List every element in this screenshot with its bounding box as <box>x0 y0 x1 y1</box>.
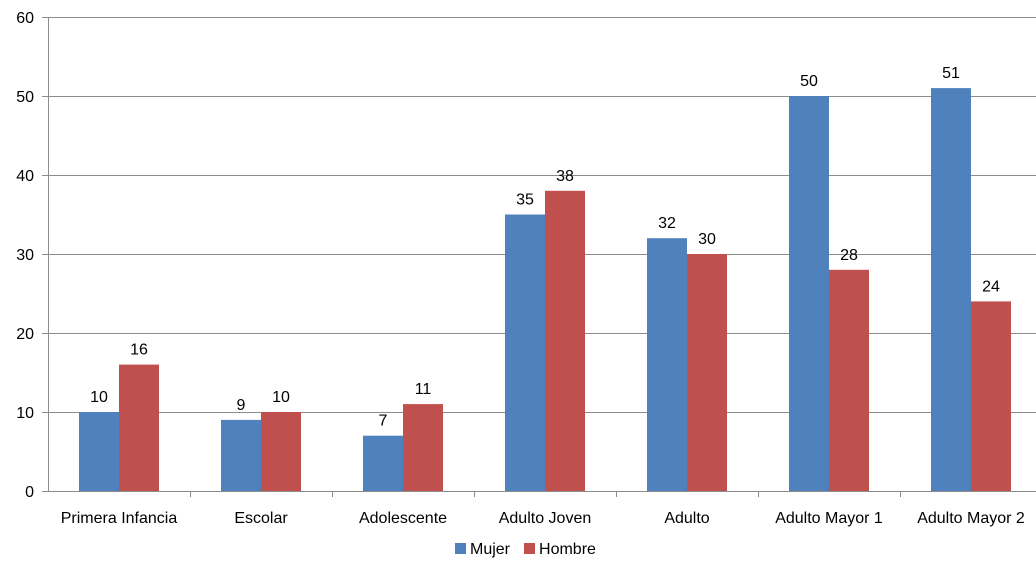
bar-mujer-2 <box>363 435 403 491</box>
axes <box>42 17 1036 497</box>
data-label-mujer-4: 32 <box>658 215 676 232</box>
bar-hombre-6 <box>971 301 1011 491</box>
data-label-mujer-0: 10 <box>90 389 108 406</box>
legend-label-hombre: Hombre <box>539 541 596 558</box>
data-label-hombre-3: 38 <box>556 168 574 185</box>
bar-mujer-5 <box>789 96 829 491</box>
data-label-mujer-5: 50 <box>800 73 818 90</box>
y-tick-label-30: 30 <box>16 247 34 264</box>
bar-mujer-1 <box>221 419 261 491</box>
data-label-hombre-4: 30 <box>698 231 716 248</box>
labels: 0 10 20 30 40 50 60 10 16 Primera Infancia 9 10 Esco… <box>16 10 1025 527</box>
bar-hombre-0 <box>119 364 159 491</box>
legend-label-mujer: Mujer <box>470 541 511 558</box>
data-label-mujer-2: 7 <box>379 413 388 430</box>
bar-hombre-4 <box>687 254 727 491</box>
legend: Mujer Hombre <box>455 541 596 558</box>
y-tick-label-40: 40 <box>16 168 34 185</box>
x-tick-label-2: Adolescente <box>359 510 447 527</box>
data-label-mujer-3: 35 <box>516 192 534 209</box>
x-tick-label-0: Primera Infancia <box>61 510 178 527</box>
legend-swatch-hombre <box>524 543 536 554</box>
bar-hombre-3 <box>545 190 585 492</box>
x-tick-label-4: Adulto <box>664 510 709 527</box>
y-tick-label-0: 0 <box>25 484 34 501</box>
x-tick-label-3: Adulto Joven <box>499 510 592 527</box>
data-label-mujer-1: 9 <box>237 397 246 414</box>
bar-mujer-4 <box>647 238 687 491</box>
x-tick-label-1: Escolar <box>234 510 288 527</box>
x-tick-label-6: Adulto Mayor 2 <box>917 510 1025 527</box>
data-label-hombre-2: 11 <box>415 381 432 398</box>
y-tick-label-20: 20 <box>16 326 34 343</box>
bar-mujer-6 <box>931 88 971 491</box>
data-label-hombre-0: 16 <box>130 342 148 359</box>
x-tick-label-5: Adulto Mayor 1 <box>775 510 883 527</box>
data-label-hombre-1: 10 <box>272 389 290 406</box>
bar-hombre-2 <box>403 404 443 491</box>
y-tick-label-60: 60 <box>16 10 34 27</box>
y-tick-label-50: 50 <box>16 89 34 106</box>
y-tick-label-10: 10 <box>16 405 34 422</box>
data-label-mujer-6: 51 <box>942 65 960 82</box>
legend-swatch-mujer <box>455 543 466 554</box>
bar-hombre-5 <box>829 269 869 491</box>
bar-mujer-3 <box>505 214 545 491</box>
data-label-hombre-6: 24 <box>982 278 1000 295</box>
bars <box>79 88 1011 492</box>
bar-hombre-1 <box>261 412 301 491</box>
data-label-hombre-5: 28 <box>840 247 858 264</box>
bar-mujer-0 <box>79 412 119 491</box>
